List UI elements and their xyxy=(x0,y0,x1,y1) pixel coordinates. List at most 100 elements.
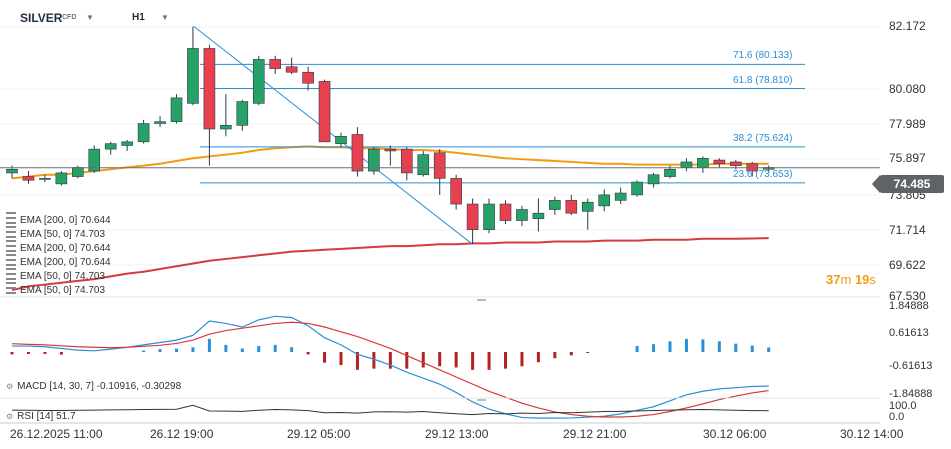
macd-hist-bar-19 xyxy=(323,352,327,363)
macd-hist-bar-45 xyxy=(750,345,754,352)
candle-body-31 xyxy=(516,209,528,221)
price-axis-label-2: 77.989 xyxy=(889,117,926,131)
ema-legend-item[interactable]: EMA [200, 0] 70.644 xyxy=(6,212,111,226)
macd-hist-bar-27 xyxy=(454,352,458,368)
macd-hist-bar-14 xyxy=(240,348,244,352)
timeframe-selector[interactable]: H1 xyxy=(132,12,145,23)
macd-legend[interactable]: ⚙ MACD [14, 30, 7] -0.10916, -0.30298 xyxy=(6,381,182,392)
menu-icon[interactable] xyxy=(6,268,16,280)
candle-body-7 xyxy=(121,141,133,146)
menu-icon[interactable] xyxy=(6,240,16,252)
macd-hist-bar-35 xyxy=(586,352,590,353)
candle-body-34 xyxy=(565,200,578,214)
ema-legend-text: EMA [200, 0] 70.644 xyxy=(20,215,111,226)
candle-body-17 xyxy=(285,66,298,73)
macd-axis-label-2: -0.61613 xyxy=(889,360,933,372)
candle-body-13 xyxy=(220,125,232,130)
candle-body-2 xyxy=(39,178,51,180)
symbol-name[interactable]: SILVER xyxy=(20,11,63,25)
candle-body-25 xyxy=(417,154,430,176)
macd-hist-bar-33 xyxy=(553,352,557,359)
time-axis-label-0: 26.12.2025 11:00 xyxy=(10,427,103,441)
macd-hist-bar-10 xyxy=(175,348,178,352)
time-axis-label-2: 29.12 05:00 xyxy=(287,427,351,441)
macd-axis-label-0: 1.84888 xyxy=(889,300,929,312)
candle-body-30 xyxy=(499,203,512,221)
candle-body-18 xyxy=(302,71,314,84)
rsi-legend[interactable]: ⚙ RSI [14] 51.7 xyxy=(6,411,76,422)
ema-legend-item[interactable]: EMA [50, 0] 74.703 xyxy=(6,226,105,240)
time-axis-label-5: 30.12 06:00 xyxy=(703,427,767,441)
instrument-type: CFD xyxy=(62,14,77,21)
macd-hist-bar-17 xyxy=(290,347,294,352)
ema-legend-item[interactable]: EMA [50, 0] 74.703 xyxy=(6,282,105,296)
time-axis-label-3: 29.12 13:00 xyxy=(425,427,489,441)
candle-body-44 xyxy=(729,161,742,166)
fib-label-3: 23.6 (73.653) xyxy=(733,168,793,180)
candle-body-39 xyxy=(647,174,660,185)
macd-hist-bar-16 xyxy=(273,344,277,352)
candle-body-36 xyxy=(598,194,611,207)
candle-body-43 xyxy=(713,159,726,165)
macd-hist-bar-8 xyxy=(142,350,146,352)
macd-hist-bar-11 xyxy=(191,347,195,352)
macd-hist-bar-39 xyxy=(652,344,656,352)
candle-body-37 xyxy=(614,192,627,201)
macd-hist-bar-42 xyxy=(701,339,705,352)
timeframe-dropdown-icon[interactable]: ▼ xyxy=(161,13,169,22)
macd-hist-bar-30 xyxy=(504,352,507,369)
ema-legend-text: EMA [50, 0] 74.703 xyxy=(20,229,106,240)
candle-body-10 xyxy=(170,97,183,122)
symbol-dropdown-icon[interactable]: ▼ xyxy=(86,13,94,22)
price-axis-label-7: 67.530 xyxy=(889,289,926,303)
macd-hist-bar-2 xyxy=(43,352,47,354)
menu-icon[interactable] xyxy=(6,212,16,224)
price-axis-label-5: 71.714 xyxy=(889,223,926,237)
candles xyxy=(6,26,775,245)
panel-dividers xyxy=(0,296,880,424)
rsi-panel xyxy=(11,404,769,416)
ema-legend-item[interactable]: EMA [200, 0] 70.644 xyxy=(6,240,111,254)
macd-hist-bar-0 xyxy=(10,352,14,355)
macd-hist-bar-18 xyxy=(306,352,310,355)
candle-body-27 xyxy=(450,178,462,205)
ema200-path xyxy=(11,237,769,292)
candle-countdown: 37m 19s xyxy=(826,272,876,287)
candle-body-23 xyxy=(384,148,397,152)
time-axis-label-6: 30.12 14:00 xyxy=(840,427,904,441)
candle-body-22 xyxy=(368,148,380,172)
fib-label-1: 61.8 (78.810) xyxy=(733,74,793,86)
ema-legend-text: EMA [50, 0] 74.703 xyxy=(20,285,106,296)
time-axis-label-4: 29.12 21:00 xyxy=(563,427,627,441)
candle-body-33 xyxy=(549,200,561,210)
menu-icon[interactable] xyxy=(6,226,16,238)
settings-icon[interactable]: ⚙ xyxy=(6,412,14,421)
pane-resize-handle-0 xyxy=(477,299,486,301)
macd-hist-bar-9 xyxy=(158,349,162,352)
menu-icon[interactable] xyxy=(6,282,16,294)
candle-body-1 xyxy=(22,176,35,181)
candle-body-41 xyxy=(680,161,693,168)
ema-legend-item[interactable]: EMA [200, 0] 70.644 xyxy=(6,254,111,268)
candle-body-32 xyxy=(532,212,545,219)
candle-body-20 xyxy=(335,136,347,144)
macd-hist-bar-3 xyxy=(59,352,63,355)
candle-body-4 xyxy=(72,167,84,177)
candle-body-11 xyxy=(187,48,199,104)
candle-body-6 xyxy=(104,143,117,150)
settings-icon[interactable]: ⚙ xyxy=(6,382,14,391)
candle-body-0 xyxy=(6,168,18,174)
ema200-line xyxy=(11,237,769,292)
macd-signal-line xyxy=(11,321,769,418)
ema-legend-text: EMA [200, 0] 70.644 xyxy=(20,257,111,268)
pane-resize-handle-1 xyxy=(477,399,486,401)
macd-hist-bar-20 xyxy=(339,352,343,366)
rsi-line xyxy=(11,404,769,416)
macd-hist-bar-38 xyxy=(635,346,639,352)
macd-axis-label-3: -1.84888 xyxy=(889,388,933,400)
ema-legend-item[interactable]: EMA [50, 0] 74.703 xyxy=(6,268,105,282)
price-axis-label-1: 80.080 xyxy=(889,82,926,96)
candle-body-21 xyxy=(351,134,364,172)
menu-icon[interactable] xyxy=(6,254,16,266)
